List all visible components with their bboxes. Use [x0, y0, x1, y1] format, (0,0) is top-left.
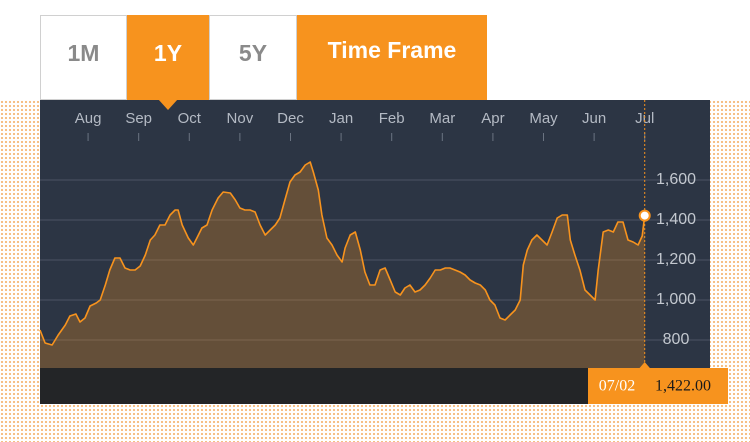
tooltip-box — [588, 368, 728, 404]
x-tick-label: Mar — [429, 110, 455, 127]
tab-label[interactable]: 1Y — [154, 40, 182, 66]
tooltip-pointer — [638, 362, 651, 369]
x-tick-label: May — [529, 110, 558, 127]
x-tick-label: Nov — [227, 110, 254, 127]
x-tick-label: Dec — [277, 110, 304, 127]
y-tick-label: 1,000 — [656, 291, 696, 308]
tooltip-value: 1,422.00 — [655, 378, 711, 395]
plot-background — [40, 100, 710, 368]
tab-label[interactable]: 5Y — [239, 40, 267, 66]
x-tick-label: Feb — [379, 110, 405, 127]
y-tick-label: 1,600 — [656, 171, 696, 188]
time-frame-box — [297, 15, 487, 100]
x-tick-label: Apr — [481, 110, 504, 127]
x-tick-label: Jan — [329, 110, 353, 127]
tooltip-marker — [638, 209, 651, 222]
x-tick-label: Sep — [125, 110, 152, 127]
y-tick-label: 800 — [663, 331, 690, 348]
tooltip-date: 07/02 — [599, 378, 635, 395]
tab-label[interactable]: 1M — [68, 40, 100, 66]
area-fill — [40, 162, 645, 368]
y-tick-label: 1,400 — [656, 211, 696, 228]
tab-pointer — [158, 99, 178, 110]
x-tick-label: Oct — [178, 110, 202, 127]
tab[interactable] — [209, 15, 297, 100]
y-tick-label: 1,200 — [656, 251, 696, 268]
x-tick-label: Aug — [75, 110, 102, 127]
x-tick-label: Jul — [635, 110, 654, 127]
time-frame-label: Time Frame — [328, 37, 457, 63]
price-line — [39, 161, 646, 346]
tab[interactable] — [40, 15, 127, 100]
x-tick-label: Jun — [582, 110, 606, 127]
